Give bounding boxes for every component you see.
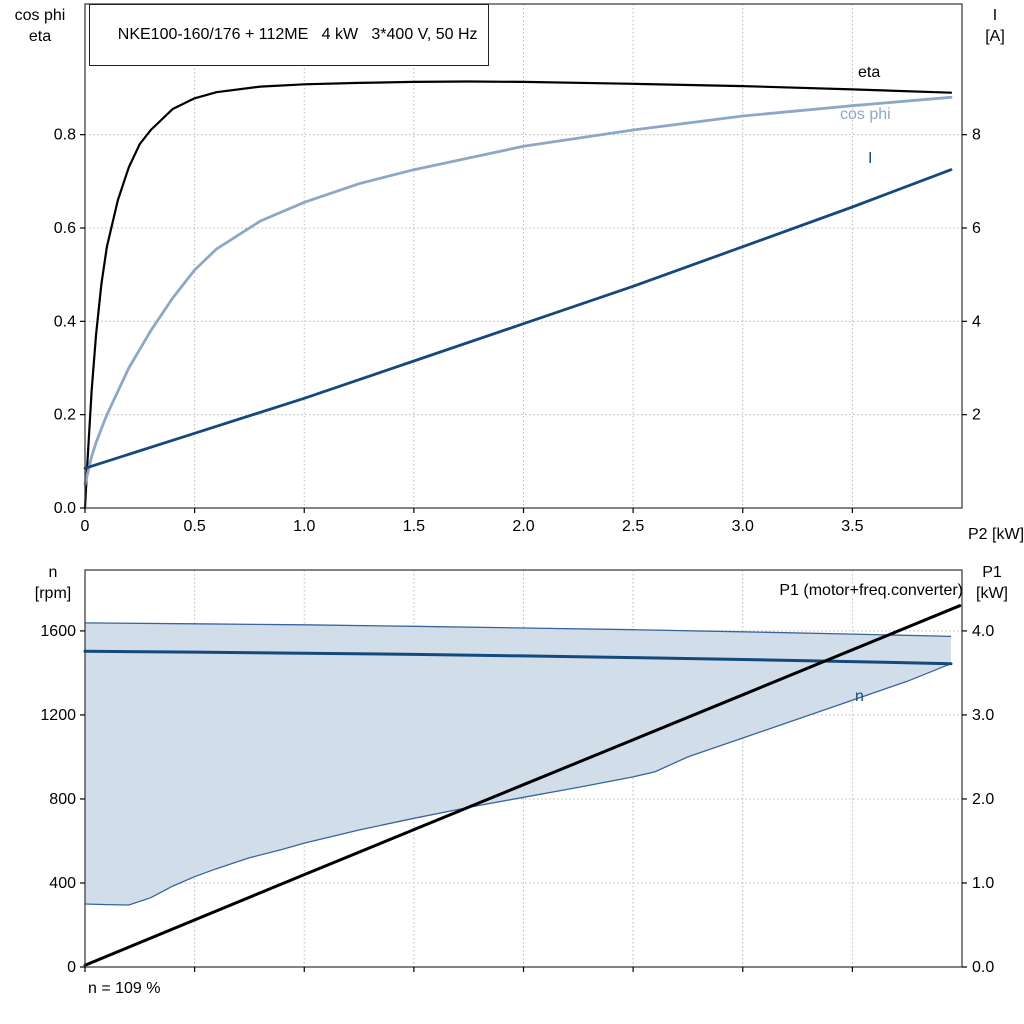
tick-label: 2.5: [622, 518, 644, 535]
curve-eta: [83, 80, 953, 510]
tick-label: 1.5: [403, 518, 425, 535]
cos-phi-curve-label: cos phi: [840, 106, 891, 123]
tick-label: 800: [49, 791, 76, 808]
tick-label: 3.0: [972, 707, 994, 724]
tick-label: 6: [972, 220, 981, 237]
tick-label: 0.6: [54, 220, 76, 237]
tick-label: 2.0: [512, 518, 534, 535]
tick-label: 3.0: [732, 518, 754, 535]
p1-curve-label: P1 (motor+freq.converter): [779, 582, 963, 599]
tick-label: 0: [67, 959, 76, 976]
current-curve-label: I: [868, 150, 873, 167]
chart-title: NKE100-160/176 + 112ME 4 kW 3*400 V, 50 …: [117, 26, 478, 43]
top-right-axis-label: I [A]: [985, 7, 1005, 45]
speed-control-range: [85, 622, 951, 905]
tick-label: 1600: [40, 623, 76, 640]
curve-n: [83, 649, 953, 666]
eta-curve-label: eta: [858, 64, 881, 81]
tick-label: 0.5: [184, 518, 206, 535]
tick-label: 4: [972, 313, 981, 330]
tick-label: 1.0: [972, 875, 994, 892]
top-left-axis-label: cos phi eta: [14, 7, 66, 45]
chart-title-box: NKE100-160/176 + 112ME 4 kW 3*400 V, 50 …: [89, 4, 489, 66]
x-axis-label: P2 [kW]: [968, 526, 1024, 543]
tick-label: 3.5: [841, 518, 863, 535]
tick-label: 0.8: [54, 127, 76, 144]
speed-curve-label: n: [855, 688, 864, 705]
curve-i: [83, 168, 953, 470]
tick-label: 4.0: [972, 623, 994, 640]
speed-limit-annotation: n = 109 %: [88, 980, 161, 997]
tick-label: 8: [972, 127, 981, 144]
tick-label: 0.2: [54, 407, 76, 424]
tick-label: 1200: [40, 707, 76, 724]
tick-label: 0: [81, 518, 90, 535]
tick-label: 0.0: [972, 959, 994, 976]
curve-p1-motor-freq-converter: [83, 604, 962, 967]
bottom-left-axis-label: n [rpm]: [34, 564, 72, 602]
tick-label: 0.4: [54, 313, 76, 330]
curve-cos-phi: [83, 95, 953, 487]
tick-label: 2.0: [972, 791, 994, 808]
tick-label: 400: [49, 875, 76, 892]
bottom-right-axis-label: P1 [kW]: [976, 564, 1008, 602]
tick-label: 2: [972, 407, 981, 424]
tick-label: 1.0: [293, 518, 315, 535]
speed-power-chart: 0 400 800 1200 1600 0.0 1.0 2.0 3.0 4.0: [40, 569, 994, 976]
motor-efficiency-chart: 0 0.5 1.0 1.5 2.0 2.5 3.0 3.5 0.0 0.2 0.4 0.6 0.8 2 4 6…: [54, 3, 981, 535]
tick-label: 0.0: [54, 500, 76, 517]
